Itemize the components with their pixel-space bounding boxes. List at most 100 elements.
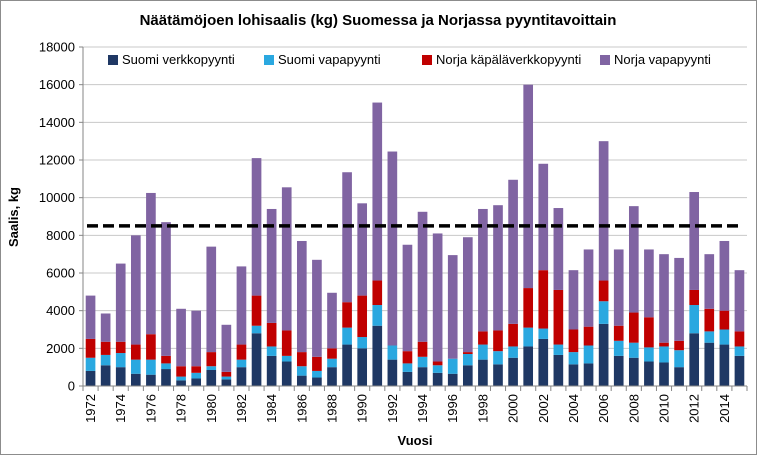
x-tick-label: 2010 (657, 394, 672, 423)
bar-segment-1-2012 (689, 333, 700, 386)
bar-segment-1-1973 (100, 365, 111, 386)
legend-swatch-2 (264, 55, 274, 65)
bar-segment-2-2003 (553, 344, 564, 355)
legend-swatch-3 (422, 55, 432, 65)
x-tick-label: 2006 (596, 394, 611, 423)
bar-segment-1-1979 (191, 378, 202, 386)
bar-segment-1-1991 (372, 325, 383, 386)
bar-segment-1-1990 (357, 348, 368, 386)
bar-segment-4-1995 (432, 233, 443, 362)
bar-segment-3-1980 (206, 352, 217, 367)
bar-segment-1-1977 (161, 369, 171, 386)
bar-segment-3-1993 (402, 351, 413, 364)
x-tick-label: 1976 (143, 394, 158, 423)
bar-segment-2-2014 (719, 329, 730, 345)
x-tick-label: 2004 (566, 394, 581, 423)
bar-segment-3-2002 (538, 270, 549, 329)
bar-segment-4-2012 (689, 192, 700, 290)
bar-segment-4-1974 (115, 263, 126, 342)
bar-segment-1-1988 (327, 367, 337, 386)
y-tick-label: 4000 (46, 303, 75, 318)
bar-segment-3-1991 (372, 280, 383, 306)
bar-segment-4-2008 (628, 206, 639, 313)
bar-segment-2-2001 (523, 327, 534, 347)
y-tick-label: 2000 (46, 341, 75, 356)
bar-segment-3-2012 (689, 289, 700, 306)
bar-segment-2-1983 (251, 325, 262, 334)
bar-segment-1-2008 (628, 357, 639, 386)
y-tick-label: 6000 (46, 266, 75, 281)
bar-segment-1-1998 (478, 359, 488, 386)
bar-segment-1-2002 (538, 338, 549, 386)
bar-segment-2-1992 (387, 345, 398, 360)
x-tick-label: 2002 (536, 394, 551, 423)
bar-segment-1-1986 (296, 375, 307, 386)
bar-segment-4-1980 (206, 246, 217, 353)
bar-segment-3-2007 (613, 325, 624, 341)
bar-segment-1-2003 (553, 354, 564, 386)
bar-segment-3-1997 (462, 352, 473, 354)
bar-segment-3-1978 (176, 366, 186, 377)
bar-segment-1-2000 (508, 357, 518, 386)
bar-segment-2-1982 (236, 359, 247, 368)
bar-segment-4-1996 (447, 255, 458, 359)
x-tick-label: 2014 (717, 394, 732, 423)
bar-segment-4-1988 (327, 292, 337, 349)
x-tick-label: 1990 (355, 394, 370, 423)
y-tick-label: 8000 (46, 228, 75, 243)
bar-segment-4-1999 (493, 205, 503, 331)
y-tick-label: 10000 (39, 190, 75, 205)
bar-segment-1-1995 (432, 372, 443, 386)
x-tick-label: 2012 (687, 394, 702, 423)
bar-segment-3-2009 (644, 317, 654, 348)
bar-segment-4-1973 (100, 313, 111, 342)
x-tick-label: 1994 (415, 394, 430, 423)
bar-segment-2-1973 (100, 354, 111, 366)
bar-segment-4-1994 (417, 211, 428, 342)
bar-segment-4-1987 (312, 259, 322, 357)
x-tick-label: 1998 (475, 394, 490, 423)
bar-segment-4-1985 (281, 187, 292, 331)
bar-segment-3-2010 (659, 342, 669, 347)
bar-segment-3-2001 (523, 288, 534, 328)
bar-segment-4-1981 (221, 324, 232, 372)
bar-segment-4-1978 (176, 308, 186, 367)
bar-segment-1-2005 (583, 363, 594, 386)
bar-segment-2-2007 (613, 340, 624, 356)
bar-segment-3-1974 (115, 341, 126, 354)
bar-segment-2-1997 (462, 353, 473, 366)
legend-swatch-4 (600, 55, 610, 65)
bar-segment-3-2004 (568, 329, 579, 353)
bar-segment-4-1976 (146, 192, 156, 335)
bar-segment-2-2000 (508, 346, 518, 358)
bar-segment-3-1977 (161, 355, 171, 364)
bar-segment-4-1992 (387, 151, 398, 346)
bar-segment-3-1976 (146, 334, 156, 360)
bar-segment-2-1976 (146, 359, 156, 375)
bar-segment-1-2009 (644, 361, 654, 386)
bar-segment-3-1990 (357, 295, 368, 338)
bar-segment-3-1987 (312, 356, 322, 371)
legend-label-3: Norja käpäläverkkopyynti (436, 52, 581, 67)
bar-segment-2-2009 (644, 347, 654, 362)
bar-segment-2-2002 (538, 328, 549, 339)
bar-segment-2-2011 (674, 350, 684, 368)
bar-segment-2-2013 (704, 331, 715, 343)
bar-segment-3-1983 (251, 295, 262, 326)
bar-segment-2-1988 (327, 358, 337, 368)
bar-segment-4-2010 (659, 254, 669, 343)
bar-segment-2-2012 (689, 305, 700, 334)
bar-segment-1-1999 (493, 364, 503, 386)
bar-segment-2-2005 (583, 345, 594, 364)
bar-segment-2-1978 (176, 376, 186, 381)
y-tick-label: 18000 (39, 40, 75, 55)
x-tick-label: 1986 (294, 394, 309, 423)
bar-segment-4-2004 (568, 270, 579, 330)
bar-segment-1-1997 (462, 365, 473, 386)
bar-segment-3-2006 (598, 280, 609, 302)
bar-segment-2-1995 (432, 365, 443, 373)
x-tick-labels: 1972 1974 1976 1978 1980 1982 1984 1986 1988 1990… (83, 394, 732, 423)
bar-segment-3-2005 (583, 326, 594, 346)
bar-segment-2-2006 (598, 301, 609, 324)
